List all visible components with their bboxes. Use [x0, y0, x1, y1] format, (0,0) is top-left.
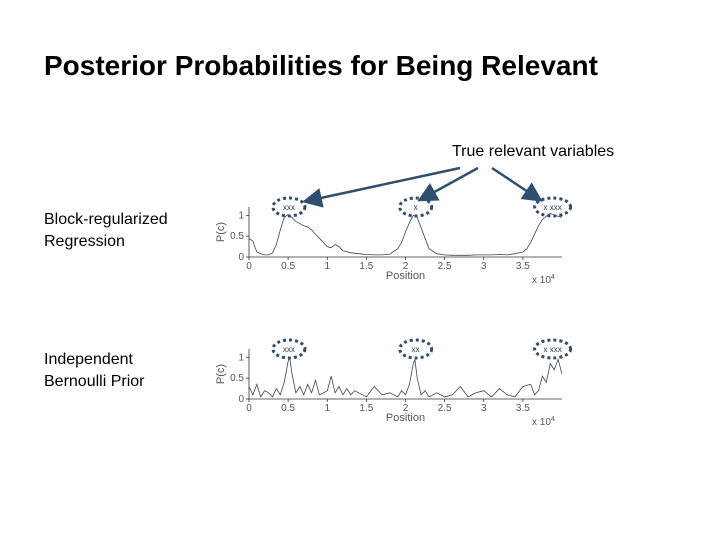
y-axis-label: P(c)	[215, 364, 227, 384]
true-variable-marker	[533, 196, 573, 218]
x-axis-multiplier: x 104	[532, 416, 555, 428]
callout-arrow	[491, 166, 543, 202]
x-tick-label: 2.5	[438, 261, 452, 272]
callout-arrow	[417, 166, 479, 202]
y-tick-label: 0.5	[230, 373, 244, 384]
x-tick-label: 1.5	[359, 261, 373, 272]
slide-title: Posterior Probabilities for Being Releva…	[44, 50, 598, 81]
chart-2: 0 0.5 1 1.5 2 2.5 3 3.5 0 0.5 1 Position P(c) x 104 xx…	[215, 338, 573, 428]
row-label-block-regularized: Block-regularized Regression	[44, 209, 168, 253]
x-axis-multiplier: x 104	[532, 274, 555, 286]
row-label-line: Independent	[44, 351, 133, 368]
series-line	[248, 212, 563, 256]
y-axis-label: P(c)	[215, 222, 227, 242]
true-variable-marker	[398, 196, 434, 218]
x-tick-label: 3	[481, 403, 487, 414]
row-label-line: Block-regularized	[44, 211, 168, 228]
x-tick-label: 2	[403, 403, 409, 414]
x-axis-label: Position	[386, 270, 425, 282]
y-tick-label: 0	[238, 252, 244, 263]
true-variable-marker-label: xx	[412, 345, 420, 354]
x-axis-exponent: 4	[551, 416, 555, 423]
x-tick-label: 0	[246, 261, 252, 272]
callout-arrow	[302, 166, 461, 208]
x-tick-label: 3.5	[516, 261, 530, 272]
x-axis-label: Position	[386, 412, 425, 424]
row-label-line: Regression	[44, 233, 125, 250]
x-tick-label: 2	[403, 261, 409, 272]
x-tick-label: 0	[246, 403, 252, 414]
true-variable-marker	[398, 338, 434, 360]
x-tick-label: 1	[324, 403, 330, 414]
x-tick-label: 0.5	[281, 403, 295, 414]
x-tick-label: 3	[481, 261, 487, 272]
true-variable-marker-label: xxx	[283, 203, 295, 212]
true-variable-marker	[271, 338, 307, 360]
y-tick-label: 1	[238, 210, 244, 221]
true-variable-marker-label: x xxx	[543, 203, 561, 212]
true-variable-marker-label: xxx	[283, 345, 295, 354]
y-tick-label: 0	[238, 394, 244, 405]
true-variable-marker-label: x	[414, 203, 418, 212]
row-label-line: Bernoulli Prior	[44, 373, 145, 390]
x-tick-label: 0.5	[281, 261, 295, 272]
x-tick-label: 2.5	[438, 403, 452, 414]
y-tick-label: 0.5	[230, 231, 244, 242]
x-tick-label: 1	[324, 261, 330, 272]
callout-label: True relevant variables	[452, 143, 615, 160]
series-line	[248, 357, 563, 398]
x-tick-label: 3.5	[516, 403, 530, 414]
x-tick-label: 1.5	[359, 403, 373, 414]
true-variable-marker-label: x xxx	[543, 345, 561, 354]
true-variable-marker	[533, 338, 573, 360]
row-label-bernoulli: Independent Bernoulli Prior	[44, 349, 144, 393]
y-tick-label: 1	[238, 352, 244, 363]
x-axis-exponent: 4	[551, 274, 555, 281]
